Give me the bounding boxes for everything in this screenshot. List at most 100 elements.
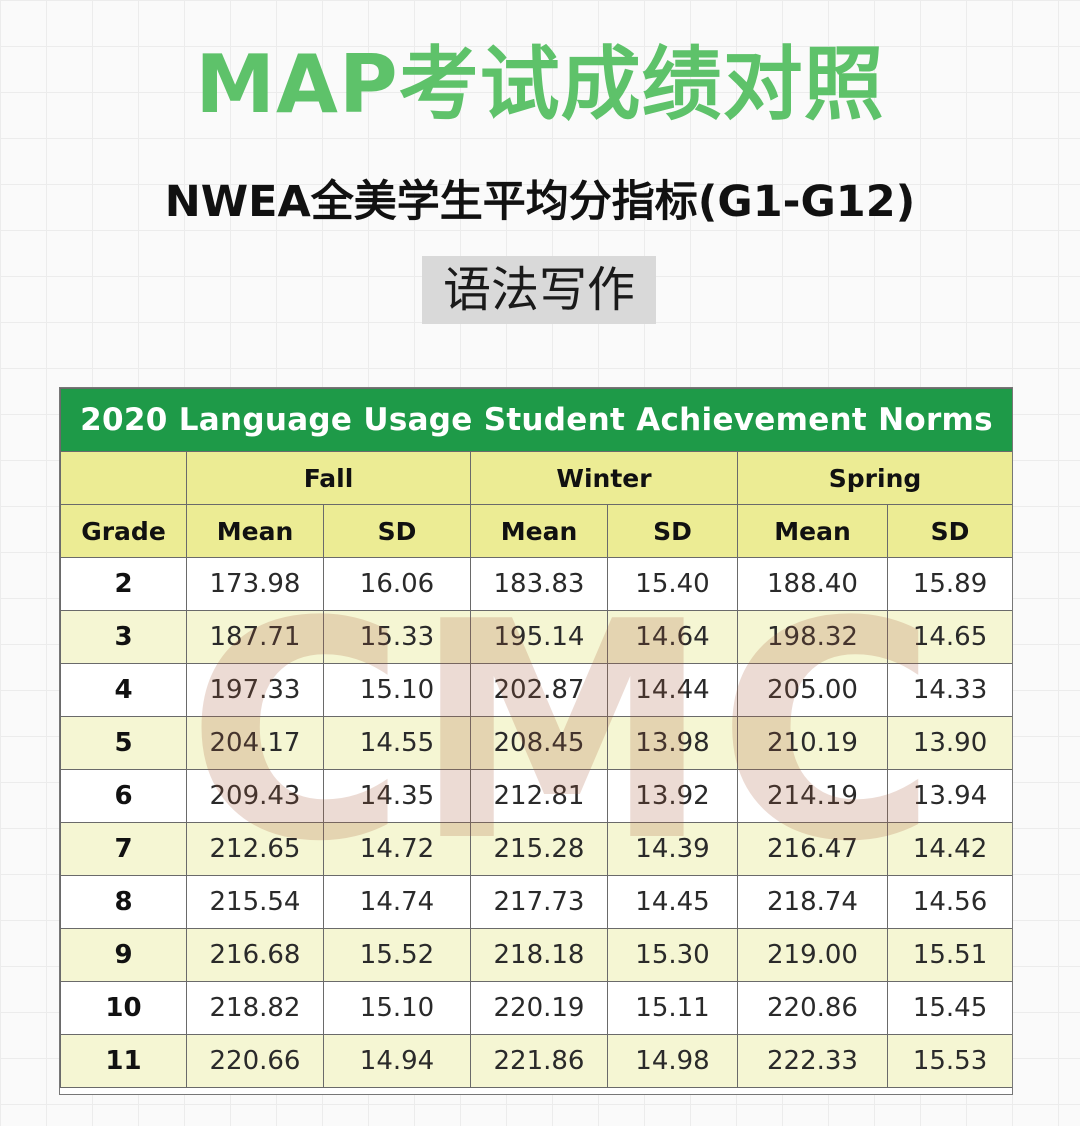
spring-mean-cell: 214.19 <box>737 769 888 823</box>
spring-sd-cell: 15.89 <box>886 557 1012 611</box>
spring-sd-cell: 15.53 <box>886 1034 1012 1088</box>
spring-mean-cell: 205.00 <box>737 663 888 717</box>
column-header-fall-sd: SD <box>323 504 471 558</box>
spring-mean-cell: 220.86 <box>737 981 888 1035</box>
column-header-winter-mean: Mean <box>470 504 608 558</box>
winter-mean-cell: 218.18 <box>470 928 608 982</box>
grade-cell: 4 <box>60 663 187 717</box>
fall-mean-cell: 215.54 <box>186 875 324 929</box>
season-header-winter: Winter <box>470 451 738 505</box>
season-header-row: Fall Winter Spring <box>60 451 1012 505</box>
table-row: 4 197.33 15.10 202.87 14.44 205.00 14.33 <box>60 663 1012 717</box>
fall-sd-cell: 14.55 <box>323 716 471 770</box>
table-row: 5 204.17 14.55 208.45 13.98 210.19 13.90 <box>60 716 1012 770</box>
winter-mean-cell: 183.83 <box>470 557 608 611</box>
fall-sd-cell: 15.10 <box>323 981 471 1035</box>
winter-sd-cell: 14.39 <box>607 822 738 876</box>
fall-sd-cell: 14.74 <box>323 875 471 929</box>
spring-mean-cell: 222.33 <box>737 1034 888 1088</box>
spring-mean-cell: 219.00 <box>737 928 888 982</box>
fall-sd-cell: 15.33 <box>323 610 471 664</box>
winter-sd-cell: 14.44 <box>607 663 738 717</box>
table-row: 2 173.98 16.06 183.83 15.40 188.40 15.89 <box>60 557 1012 611</box>
winter-mean-cell: 220.19 <box>470 981 608 1035</box>
grade-cell: 7 <box>60 822 187 876</box>
column-header-winter-sd: SD <box>607 504 738 558</box>
grade-cell: 3 <box>60 610 187 664</box>
column-header-spring-mean: Mean <box>737 504 888 558</box>
fall-mean-cell: 209.43 <box>186 769 324 823</box>
spring-sd-cell: 13.94 <box>886 769 1012 823</box>
fall-sd-cell: 14.72 <box>323 822 471 876</box>
spring-mean-cell: 218.74 <box>737 875 888 929</box>
fall-mean-cell: 173.98 <box>186 557 324 611</box>
spring-mean-cell: 216.47 <box>737 822 888 876</box>
fall-mean-cell: 187.71 <box>186 610 324 664</box>
grade-cell: 2 <box>60 557 187 611</box>
fall-mean-cell: 212.65 <box>186 822 324 876</box>
norms-table: 2020 Language Usage Student Achievement … <box>60 388 1012 1088</box>
fall-mean-cell: 220.66 <box>186 1034 324 1088</box>
spring-sd-cell: 14.33 <box>886 663 1012 717</box>
fall-sd-cell: 14.35 <box>323 769 471 823</box>
winter-mean-cell: 212.81 <box>470 769 608 823</box>
winter-mean-cell: 202.87 <box>470 663 608 717</box>
grade-cell: 6 <box>60 769 187 823</box>
spring-sd-cell: 15.51 <box>886 928 1012 982</box>
table-row: 10 218.82 15.10 220.19 15.11 220.86 15.4… <box>60 981 1012 1035</box>
caption-row: 2020 Language Usage Student Achievement … <box>60 388 1012 452</box>
fall-mean-cell: 204.17 <box>186 716 324 770</box>
column-header-spring-sd: SD <box>886 504 1012 558</box>
table-body: 2 173.98 16.06 183.83 15.40 188.40 15.89… <box>60 557 1012 1088</box>
fall-sd-cell: 14.94 <box>323 1034 471 1088</box>
spring-mean-cell: 198.32 <box>737 610 888 664</box>
winter-sd-cell: 14.64 <box>607 610 738 664</box>
spring-sd-cell: 14.42 <box>886 822 1012 876</box>
spring-sd-cell: 13.90 <box>886 716 1012 770</box>
page-title: MAP考试成绩对照 <box>195 38 885 131</box>
spring-sd-cell: 15.45 <box>886 981 1012 1035</box>
winter-sd-cell: 15.40 <box>607 557 738 611</box>
winter-sd-cell: 14.45 <box>607 875 738 929</box>
table-caption: 2020 Language Usage Student Achievement … <box>60 388 1012 452</box>
winter-mean-cell: 215.28 <box>470 822 608 876</box>
winter-sd-cell: 14.98 <box>607 1034 738 1088</box>
spring-sd-cell: 14.65 <box>886 610 1012 664</box>
winter-mean-cell: 195.14 <box>470 610 608 664</box>
table-row: 7 212.65 14.72 215.28 14.39 216.47 14.42 <box>60 822 1012 876</box>
winter-mean-cell: 221.86 <box>470 1034 608 1088</box>
fall-mean-cell: 197.33 <box>186 663 324 717</box>
table-row: 8 215.54 14.74 217.73 14.45 218.74 14.56 <box>60 875 1012 929</box>
grade-cell: 10 <box>60 981 187 1035</box>
grade-cell: 9 <box>60 928 187 982</box>
winter-sd-cell: 13.98 <box>607 716 738 770</box>
winter-mean-cell: 217.73 <box>470 875 608 929</box>
section-tag: 语法写作 <box>422 256 656 324</box>
spring-mean-cell: 188.40 <box>737 557 888 611</box>
grade-cell: 11 <box>60 1034 187 1088</box>
winter-sd-cell: 15.30 <box>607 928 738 982</box>
winter-sd-cell: 13.92 <box>607 769 738 823</box>
table-row: 6 209.43 14.35 212.81 13.92 214.19 13.94 <box>60 769 1012 823</box>
norms-table-container: 2020 Language Usage Student Achievement … <box>60 388 1012 1094</box>
spring-sd-cell: 14.56 <box>886 875 1012 929</box>
season-header-fall: Fall <box>186 451 471 505</box>
table-row: 3 187.71 15.33 195.14 14.64 198.32 14.65 <box>60 610 1012 664</box>
table-row: 9 216.68 15.52 218.18 15.30 219.00 15.51 <box>60 928 1012 982</box>
column-header-fall-mean: Mean <box>186 504 324 558</box>
fall-sd-cell: 15.10 <box>323 663 471 717</box>
column-header-grade: Grade <box>60 504 187 558</box>
fall-mean-cell: 216.68 <box>186 928 324 982</box>
season-header-spring: Spring <box>736 451 1012 505</box>
fall-sd-cell: 16.06 <box>323 557 471 611</box>
grade-cell: 5 <box>60 716 187 770</box>
table-row: 11 220.66 14.94 221.86 14.98 222.33 15.5… <box>60 1034 1012 1088</box>
page-subtitle: NWEA全美学生平均分指标(G1-G12) <box>164 177 916 227</box>
spring-mean-cell: 210.19 <box>737 716 888 770</box>
grade-cell: 8 <box>60 875 187 929</box>
column-header-row: Grade Mean SD Mean SD Mean SD <box>60 504 1012 558</box>
season-header-empty <box>60 451 187 505</box>
winter-sd-cell: 15.11 <box>607 981 738 1035</box>
winter-mean-cell: 208.45 <box>470 716 608 770</box>
fall-sd-cell: 15.52 <box>323 928 471 982</box>
